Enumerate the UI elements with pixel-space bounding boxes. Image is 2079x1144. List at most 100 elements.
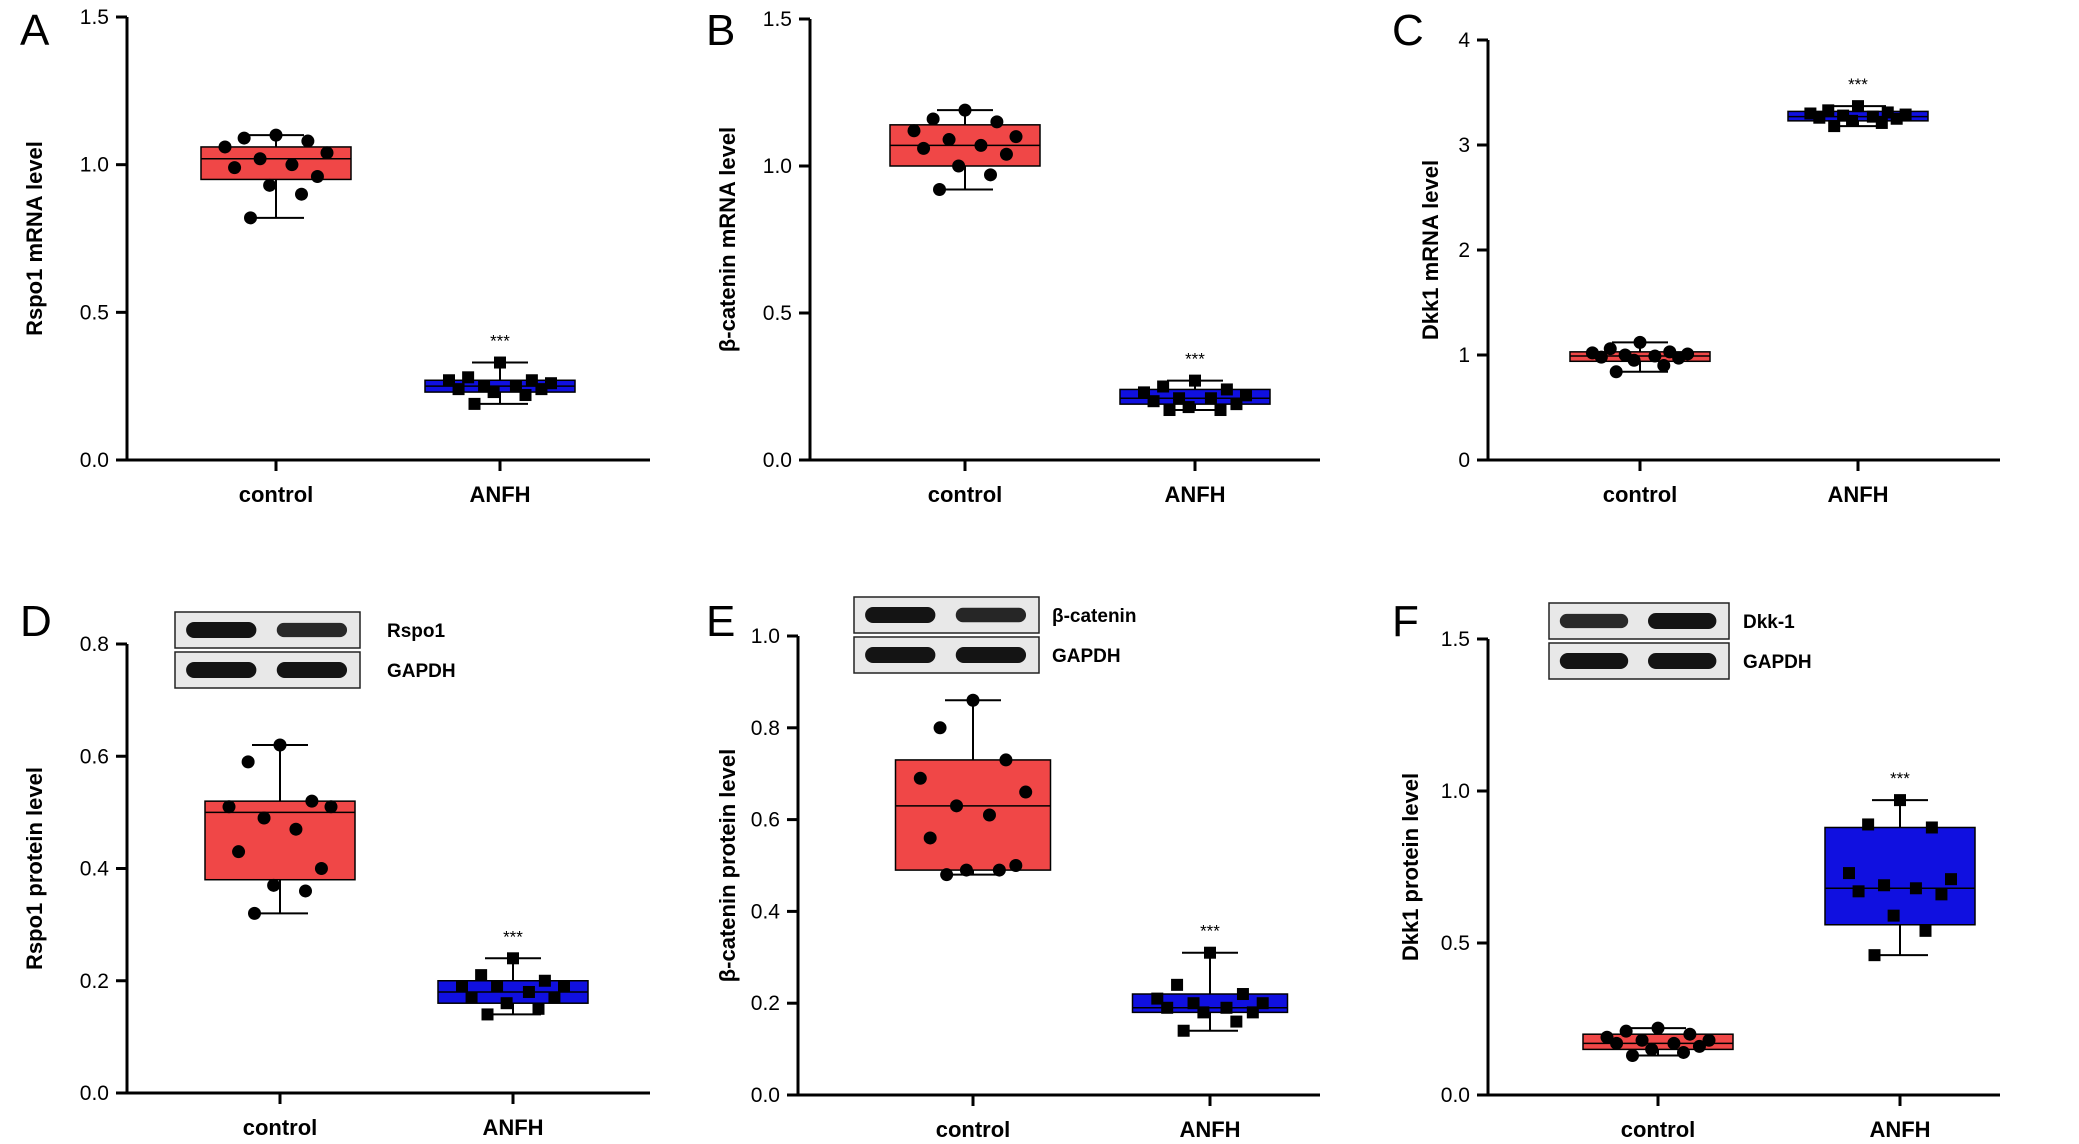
data-point: [494, 356, 506, 369]
data-point: [1609, 365, 1623, 379]
x-category-label: ANFH: [1869, 1117, 1930, 1142]
data-point: [232, 845, 246, 859]
data-point: [1204, 392, 1217, 405]
data-point: [992, 863, 1006, 877]
western-blot: β-catenin GAPDH: [853, 596, 1136, 674]
data-point: [1890, 112, 1903, 125]
data-point: [1009, 130, 1023, 144]
data-point: [1236, 988, 1249, 1001]
data-point: [959, 863, 973, 877]
data-point: [1868, 949, 1881, 962]
x-category-label: control: [1603, 482, 1678, 507]
data-point: [237, 131, 251, 145]
y-axis-title: β-catenin mRNA level: [715, 127, 740, 352]
y-tick-label: 4: [1458, 29, 1470, 52]
data-point: [1813, 111, 1826, 124]
data-point: [1161, 1001, 1174, 1014]
data-point: [1627, 353, 1641, 367]
data-point: [958, 103, 972, 117]
panel-letter: A: [20, 6, 50, 55]
x-category-label: control: [1621, 1117, 1696, 1142]
data-point: [267, 878, 281, 892]
data-point: [1667, 1036, 1681, 1050]
data-point: [913, 771, 927, 785]
data-point: [314, 862, 328, 875]
data-point: [1177, 1024, 1190, 1037]
significance-label: ***: [1200, 922, 1220, 941]
data-point: [1230, 1015, 1243, 1028]
data-point: [1173, 392, 1186, 405]
blot-label: GAPDH: [1743, 652, 1812, 673]
panel-letter: B: [706, 6, 735, 55]
data-point: [1187, 997, 1200, 1010]
data-point: [1157, 380, 1170, 393]
data-point: [1256, 997, 1269, 1010]
y-tick-label: 0.5: [763, 302, 792, 325]
data-point: [257, 811, 271, 825]
data-point: [1909, 882, 1922, 895]
y-tick-label: 1.0: [80, 154, 109, 177]
significance-label: ***: [1185, 350, 1205, 369]
data-point: [1009, 859, 1023, 872]
blot-band: [955, 607, 1027, 623]
data-point: [295, 187, 308, 201]
data-point: [452, 383, 465, 396]
significance-label: ***: [1890, 769, 1910, 788]
data-point: [926, 112, 940, 126]
data-point: [1887, 909, 1900, 922]
data-point: [500, 997, 513, 1010]
data-point: [1220, 383, 1233, 396]
data-point: [545, 377, 557, 390]
data-point: [487, 386, 500, 399]
data-point: [1828, 120, 1841, 133]
data-point: [263, 178, 277, 192]
data-point: [1240, 389, 1252, 402]
y-tick-label: 0.0: [1441, 1084, 1470, 1107]
y-tick-label: 0.4: [80, 858, 110, 881]
data-point: [982, 808, 996, 822]
data-point: [1846, 114, 1859, 127]
data-point: [269, 128, 283, 142]
western-blot: Dkk-1 GAPDH: [1548, 602, 1812, 680]
series-control: [204, 738, 356, 920]
data-point: [1182, 401, 1195, 414]
y-tick-label: 0.8: [751, 717, 780, 740]
series-control: [889, 103, 1041, 197]
data-point: [248, 906, 261, 920]
data-point: [1657, 359, 1671, 372]
data-point: [1189, 374, 1201, 387]
data-point: [465, 991, 478, 1004]
y-tick-label: 1.0: [763, 155, 792, 178]
panel-f: F 0.0 0.5 1.0 1.5 Dkk1 protein level control AN…: [1392, 597, 2000, 1142]
data-point: [525, 374, 538, 387]
data-point: [475, 969, 488, 982]
data-point: [907, 124, 921, 138]
data-point: [538, 974, 551, 987]
blot-label: Dkk-1: [1743, 612, 1795, 633]
panel-c: C 0 1 2 3 4 Dkk1 mRNA level control ANFH ***: [1392, 6, 2000, 507]
y-tick-label: 0.6: [80, 745, 109, 768]
data-point: [273, 738, 287, 752]
data-point: [1600, 1030, 1614, 1044]
data-point: [491, 980, 504, 993]
series-anfh: ***: [1787, 75, 1929, 133]
data-point: [1843, 867, 1855, 880]
significance-label: ***: [490, 332, 510, 351]
blot-band: [955, 647, 1027, 663]
data-point: [1919, 924, 1932, 937]
data-point: [1163, 404, 1176, 417]
data-point: [1246, 1006, 1259, 1019]
data-point: [1945, 873, 1957, 886]
y-tick-label: 1.5: [1441, 628, 1470, 651]
blot-band: [1559, 653, 1629, 669]
y-axis-title: Dkk1 mRNA level: [1418, 160, 1443, 340]
data-point: [289, 822, 303, 836]
series-anfh: ***: [437, 927, 589, 1021]
data-point: [1672, 351, 1686, 365]
data-point: [1852, 100, 1864, 113]
series-anfh: ***: [1131, 922, 1289, 1037]
data-point: [285, 158, 299, 172]
data-point: [1619, 1024, 1633, 1038]
data-point: [1019, 785, 1033, 799]
